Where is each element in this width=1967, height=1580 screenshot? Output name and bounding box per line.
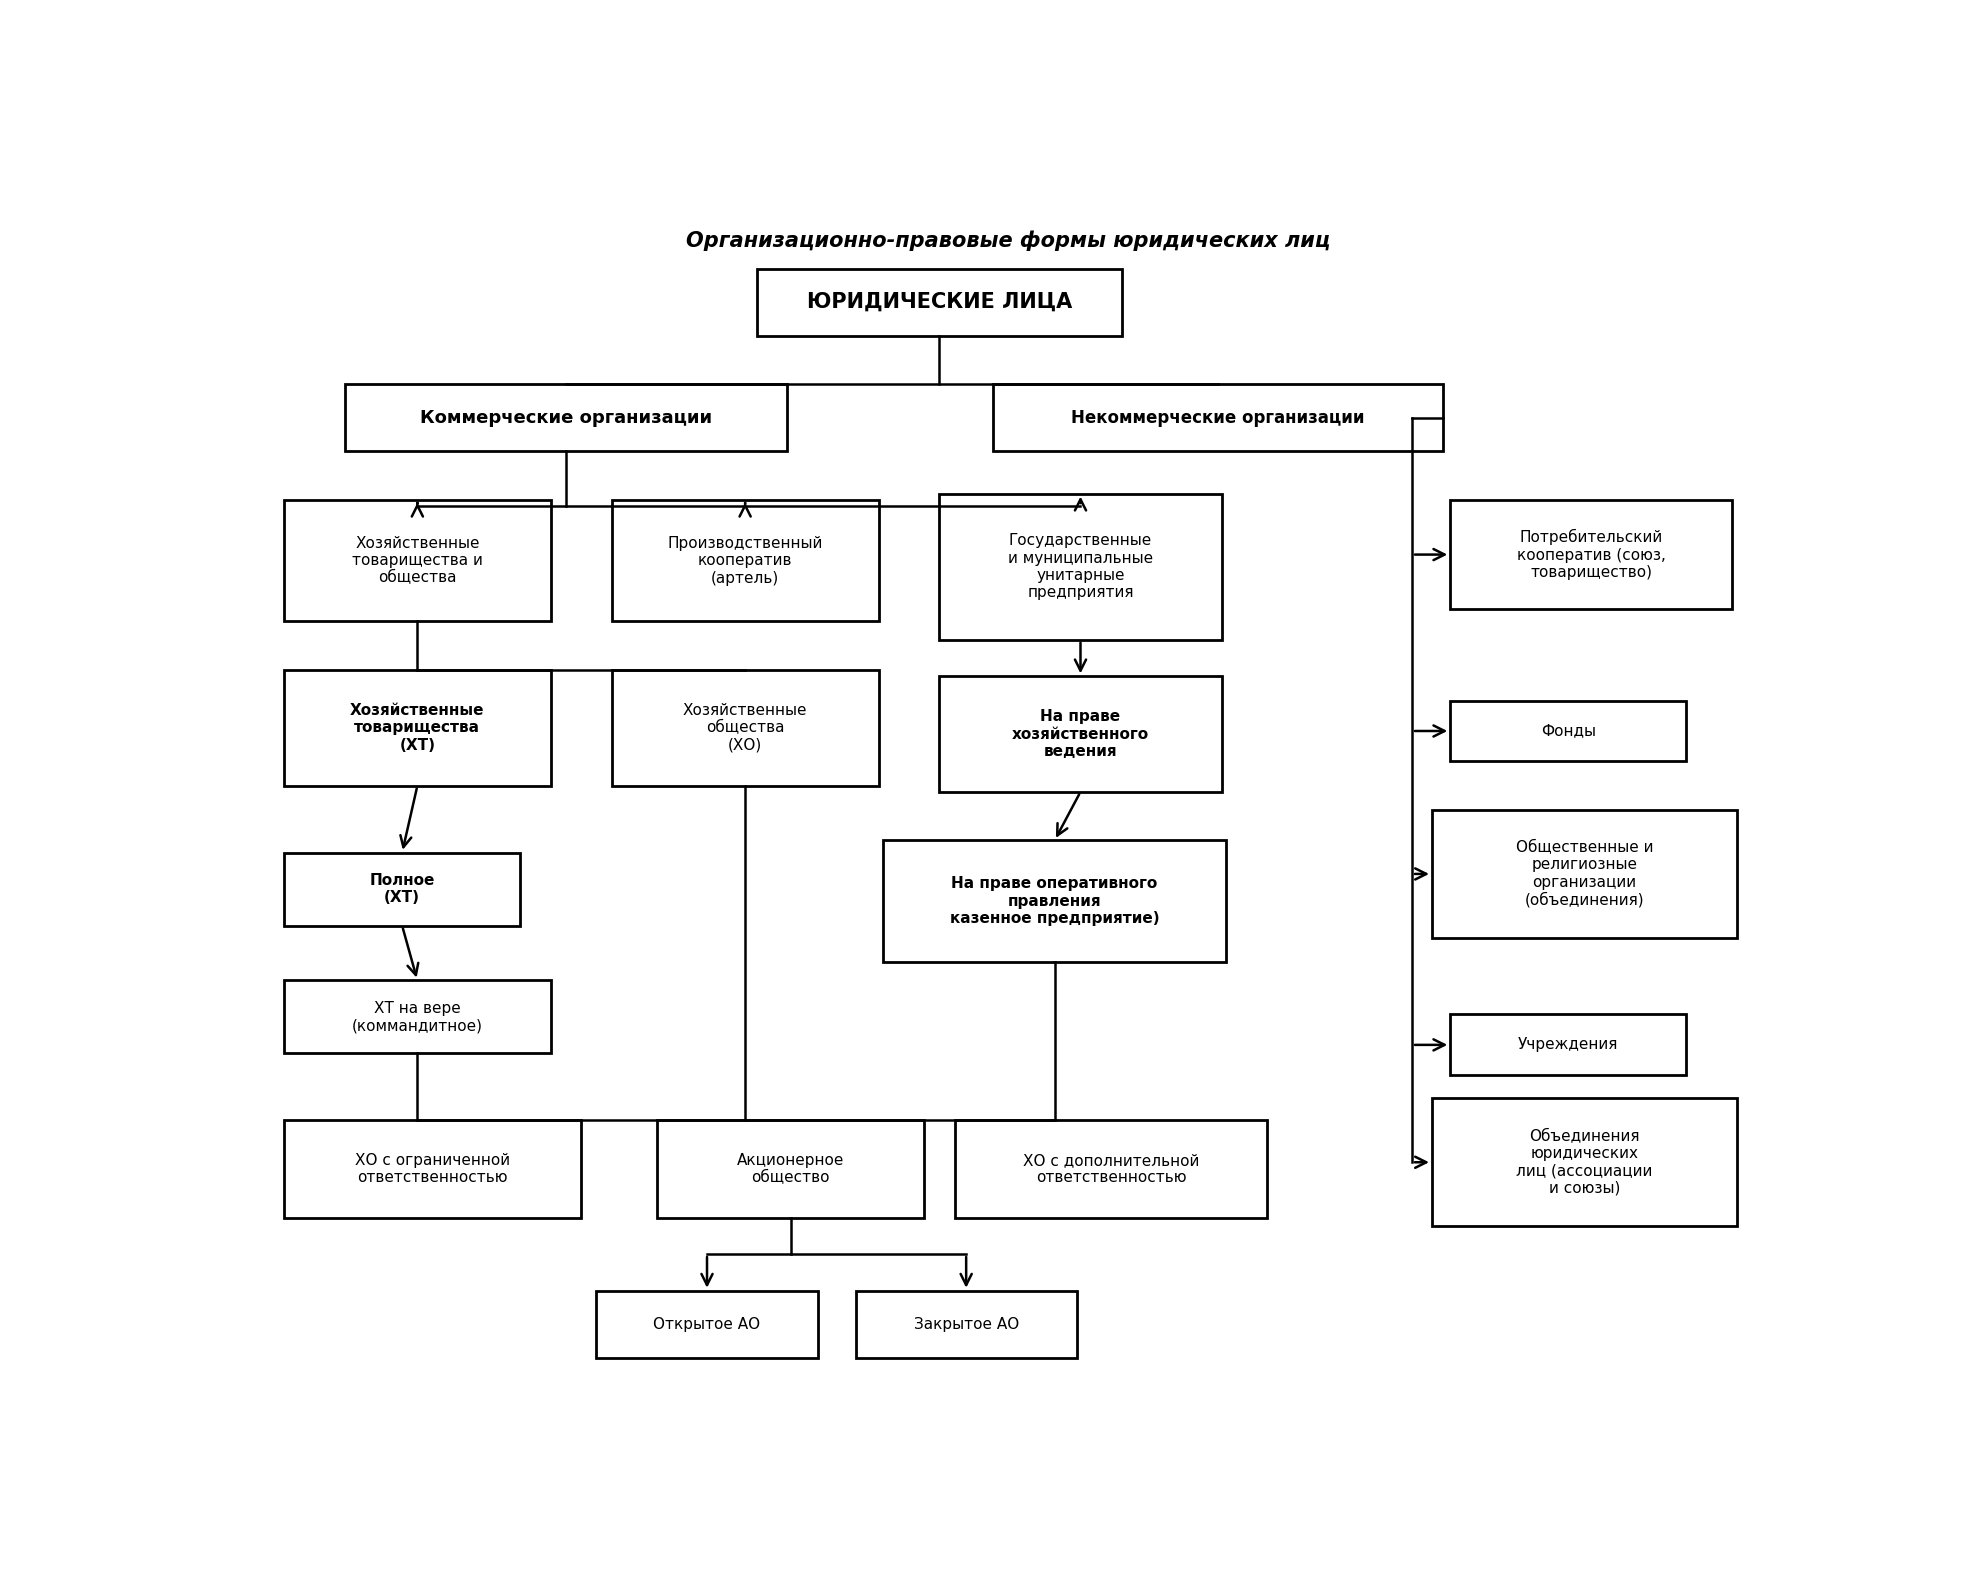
Text: Хозяйственные
товарищества
(ХТ): Хозяйственные товарищества (ХТ)	[350, 703, 484, 752]
FancyBboxPatch shape	[1450, 499, 1733, 610]
Text: ХО с дополнительной
ответственностью: ХО с дополнительной ответственностью	[1023, 1153, 1200, 1185]
FancyBboxPatch shape	[1450, 1014, 1686, 1076]
Text: Производственный
кооператив
(артель): Производственный кооператив (артель)	[667, 536, 822, 586]
FancyBboxPatch shape	[283, 853, 519, 926]
FancyBboxPatch shape	[283, 670, 551, 785]
Text: ХО с ограниченной
ответственностью: ХО с ограниченной ответственностью	[356, 1153, 509, 1185]
FancyBboxPatch shape	[344, 384, 787, 452]
FancyBboxPatch shape	[940, 493, 1222, 640]
FancyBboxPatch shape	[612, 499, 879, 621]
Text: Учреждения: Учреждения	[1519, 1038, 1619, 1052]
Text: На праве оперативного
правления
казенное предприятие): На праве оперативного правления казенное…	[950, 877, 1159, 926]
Text: Государственные
и муниципальные
унитарные
предприятия: Государственные и муниципальные унитарны…	[1007, 532, 1153, 600]
Text: Полное
(ХТ): Полное (ХТ)	[370, 872, 435, 905]
FancyBboxPatch shape	[1432, 811, 1737, 939]
Text: ЮРИДИЧЕСКИЕ ЛИЦА: ЮРИДИЧЕСКИЕ ЛИЦА	[806, 292, 1072, 313]
Text: ХТ на вере
(коммандитное): ХТ на вере (коммандитное)	[352, 1000, 482, 1033]
FancyBboxPatch shape	[883, 841, 1225, 962]
Text: На праве
хозяйственного
ведения: На праве хозяйственного ведения	[1011, 709, 1149, 758]
FancyBboxPatch shape	[856, 1291, 1076, 1357]
FancyBboxPatch shape	[283, 980, 551, 1054]
FancyBboxPatch shape	[940, 676, 1222, 792]
FancyBboxPatch shape	[954, 1120, 1267, 1218]
FancyBboxPatch shape	[1432, 1098, 1737, 1226]
Text: Хозяйственные
общества
(ХО): Хозяйственные общества (ХО)	[683, 703, 806, 752]
Text: Объединения
юридических
лиц (ассоциации
и союзы): Объединения юридических лиц (ассоциации …	[1517, 1128, 1652, 1196]
Text: Закрытое АО: Закрытое АО	[913, 1316, 1019, 1332]
Text: Открытое АО: Открытое АО	[653, 1316, 761, 1332]
Text: Акционерное
общество: Акционерное общество	[738, 1153, 844, 1185]
Text: Общественные и
религиозные
организации
(объединения): Общественные и религиозные организации (…	[1515, 841, 1652, 908]
FancyBboxPatch shape	[993, 384, 1442, 452]
Text: Потребительский
кооператив (союз,
товарищество): Потребительский кооператив (союз, товари…	[1517, 529, 1666, 580]
FancyBboxPatch shape	[657, 1120, 924, 1218]
FancyBboxPatch shape	[596, 1291, 818, 1357]
Text: Коммерческие организации: Коммерческие организации	[419, 409, 712, 427]
Text: Организационно-правовые формы юридических лиц: Организационно-правовые формы юридически…	[686, 231, 1330, 251]
Text: Фонды: Фонды	[1540, 724, 1595, 738]
FancyBboxPatch shape	[283, 1120, 582, 1218]
FancyBboxPatch shape	[757, 269, 1123, 335]
FancyBboxPatch shape	[1450, 700, 1686, 762]
Text: Некоммерческие организации: Некоммерческие организации	[1070, 409, 1365, 427]
Text: Хозяйственные
товарищества и
общества: Хозяйственные товарищества и общества	[352, 536, 482, 586]
FancyBboxPatch shape	[283, 499, 551, 621]
FancyBboxPatch shape	[612, 670, 879, 785]
